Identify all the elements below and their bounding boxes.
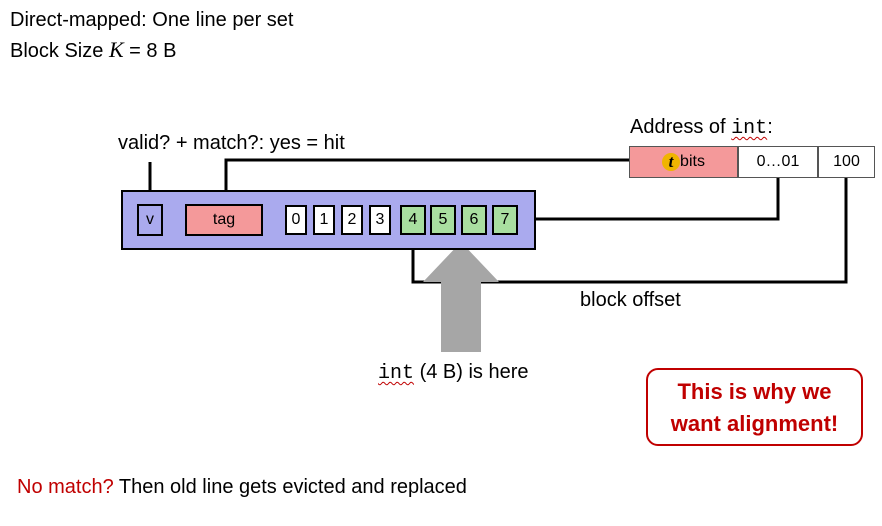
block-offset-label: block offset xyxy=(580,289,681,311)
index-connector xyxy=(536,178,780,221)
address-code: int xyxy=(731,117,768,140)
valid-bit-cell: v xyxy=(137,204,163,236)
byte-cell: 0 xyxy=(285,205,307,235)
byte-cell-highlighted: 6 xyxy=(461,205,487,235)
address-suffix: : xyxy=(767,116,773,138)
byte-cell: 2 xyxy=(341,205,363,235)
address-tag-suffix: bits xyxy=(680,153,705,170)
t-badge: t xyxy=(662,153,681,171)
valid-match-label: valid? + match?: yes = hit xyxy=(118,132,345,154)
int-location-label: int (4 B) is here xyxy=(378,361,529,385)
byte-cell-highlighted: 7 xyxy=(492,205,518,235)
address-tag-box: t bits xyxy=(629,146,738,178)
byte-cell-highlighted: 5 xyxy=(430,205,456,235)
footer-rest: Then old line gets evicted and replaced xyxy=(113,476,467,498)
callout-line-1: This is why we xyxy=(677,379,832,404)
title-line-1: Direct-mapped: One line per set xyxy=(10,9,294,31)
byte-cell-highlighted: 4 xyxy=(400,205,426,235)
tag-cell: tag xyxy=(185,204,263,236)
address-middle-box: 0…01 xyxy=(738,146,818,178)
gray-arrow-shape xyxy=(423,242,499,352)
alignment-callout: This is why we want alignment! xyxy=(646,368,863,446)
block-size-suffix: = 8 B xyxy=(123,40,177,62)
block-size-var: K xyxy=(108,37,124,62)
address-offset-box: 100 xyxy=(818,146,875,178)
byte-cell: 1 xyxy=(313,205,335,235)
title-line-2: Block Size K = 8 B xyxy=(10,36,176,65)
footer-red: No match? xyxy=(17,476,114,498)
address-label: Address of int: xyxy=(630,116,773,140)
callout-line-2: want alignment! xyxy=(670,411,839,436)
address-prefix: Address of xyxy=(630,116,732,138)
block-size-prefix: Block Size xyxy=(10,40,109,62)
int-rest: (4 B) is here xyxy=(414,361,529,383)
int-code: int xyxy=(378,362,415,385)
byte-cell: 3 xyxy=(369,205,391,235)
offset-connector xyxy=(411,178,848,284)
footer-note: No match? Then old line gets evicted and… xyxy=(17,476,467,499)
